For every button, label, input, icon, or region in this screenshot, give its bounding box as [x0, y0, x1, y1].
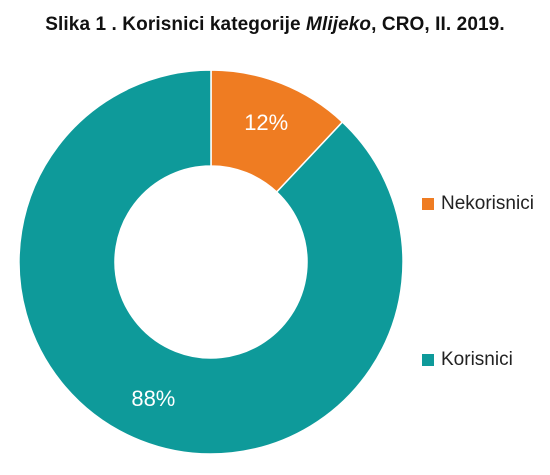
legend-label-nekorisnici: Nekorisnici [441, 193, 534, 214]
chart-title-prefix: Slika 1 . Korisnici kategorije [45, 14, 307, 35]
chart-title: Slika 1 . Korisnici kategorije Mlijeko, … [0, 14, 550, 36]
chart-title-emphasis: Mlijeko [306, 14, 372, 35]
data-label-korisnici: 88% [131, 386, 175, 411]
legend-item-korisnici: Korisnici [422, 349, 513, 371]
legend-swatch-nekorisnici [422, 198, 434, 210]
legend-label-korisnici: Korisnici [441, 349, 513, 370]
data-label-nekorisnici: 12% [244, 110, 288, 135]
donut-slice-korisnici [18, 69, 404, 455]
legend-item-nekorisnici: Nekorisnici [422, 193, 534, 215]
chart-title-suffix: , CRO, II. 2019. [371, 14, 505, 35]
legend-swatch-korisnici [422, 354, 434, 366]
